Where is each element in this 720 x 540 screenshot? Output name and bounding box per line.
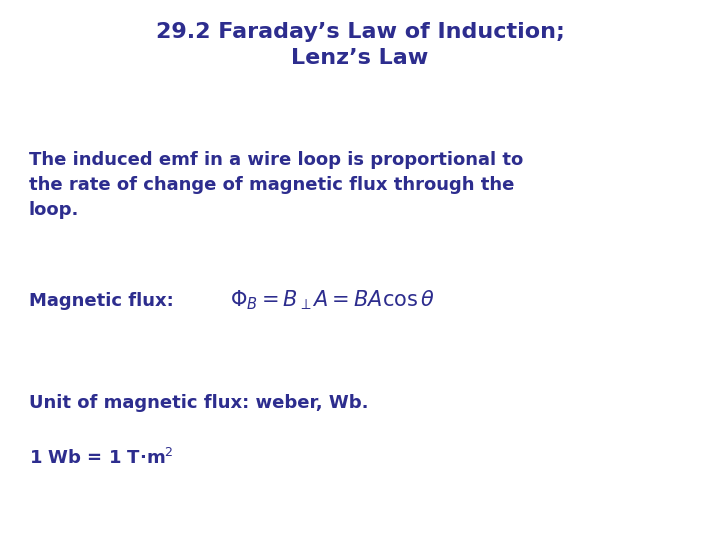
Text: 29.2 Faraday’s Law of Induction;
Lenz’s Law: 29.2 Faraday’s Law of Induction; Lenz’s … xyxy=(156,22,564,68)
Text: Magnetic flux:: Magnetic flux: xyxy=(29,292,192,309)
Text: Unit of magnetic flux: weber, Wb.: Unit of magnetic flux: weber, Wb. xyxy=(29,394,369,412)
Text: The induced emf in a wire loop is proportional to
the rate of change of magnetic: The induced emf in a wire loop is propor… xyxy=(29,151,523,219)
Text: $\Phi_B = B_{\perp}A = BA\cos\theta$: $\Phi_B = B_{\perp}A = BA\cos\theta$ xyxy=(230,289,436,313)
Text: 1 Wb = 1 T·m$^2$: 1 Wb = 1 T·m$^2$ xyxy=(29,448,174,468)
